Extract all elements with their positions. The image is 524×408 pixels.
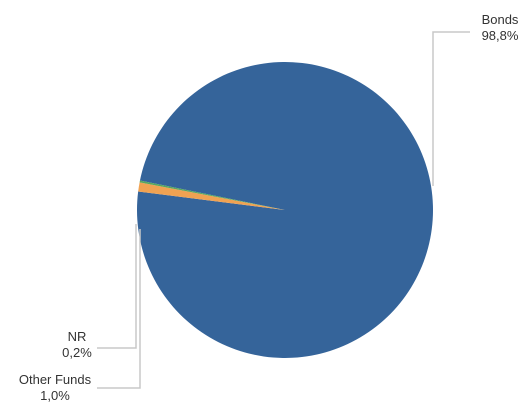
leader-line-bonds — [432, 31, 470, 186]
pie-slice-other-funds — [138, 182, 285, 210]
leader-lines — [97, 31, 470, 389]
pie-slice-bonds — [137, 61, 434, 358]
leader-line-other-funds — [97, 229, 141, 389]
leader-line-nr — [97, 224, 137, 349]
pie-slices — [137, 61, 434, 358]
slice-label-nr: NR — [68, 329, 87, 344]
slice-label-bonds: Bonds — [482, 12, 519, 27]
slice-label-other-funds: Other Funds — [19, 372, 92, 387]
slice-value-other-funds: 1,0% — [40, 388, 70, 403]
slice-value-bonds: 98,8% — [482, 28, 519, 43]
slice-value-nr: 0,2% — [62, 345, 92, 360]
pie-slice-nr — [139, 180, 285, 210]
